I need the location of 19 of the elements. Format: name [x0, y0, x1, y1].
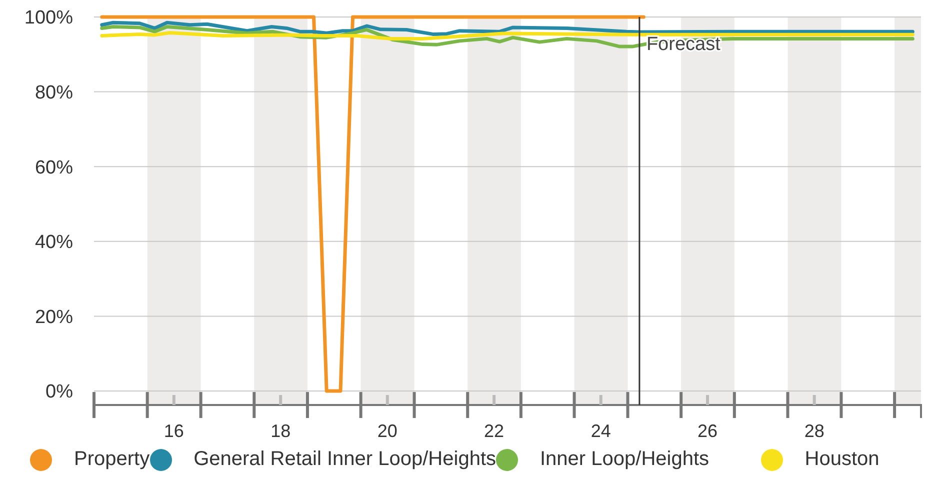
line-series: [100, 24, 914, 48]
legend-label: Houston: [804, 448, 880, 471]
x-tick-label: 18: [270, 420, 291, 441]
y-tick-label: 60%: [34, 157, 74, 178]
line-series: [100, 20, 914, 36]
x-tick-label: 20: [377, 420, 398, 441]
y-tick-label: 20%: [34, 306, 74, 328]
y-tick-label: 80%: [34, 82, 74, 104]
y-tick-label: 40%: [34, 232, 74, 254]
y-tick-label: 0%: [46, 382, 74, 403]
x-tick-label: 16: [164, 420, 184, 441]
legend-label: Inner Loop/Heights: [540, 448, 710, 471]
x-tick-label: 22: [484, 420, 504, 441]
y-tick-label: 100%: [24, 8, 74, 29]
legend-label: Property: [74, 448, 150, 471]
x-tick-label: 24: [590, 420, 611, 441]
legend-label: General Retail Inner Loop/Heights: [194, 448, 496, 471]
x-tick-label: 28: [804, 420, 824, 441]
x-tick-label: 26: [698, 420, 718, 441]
